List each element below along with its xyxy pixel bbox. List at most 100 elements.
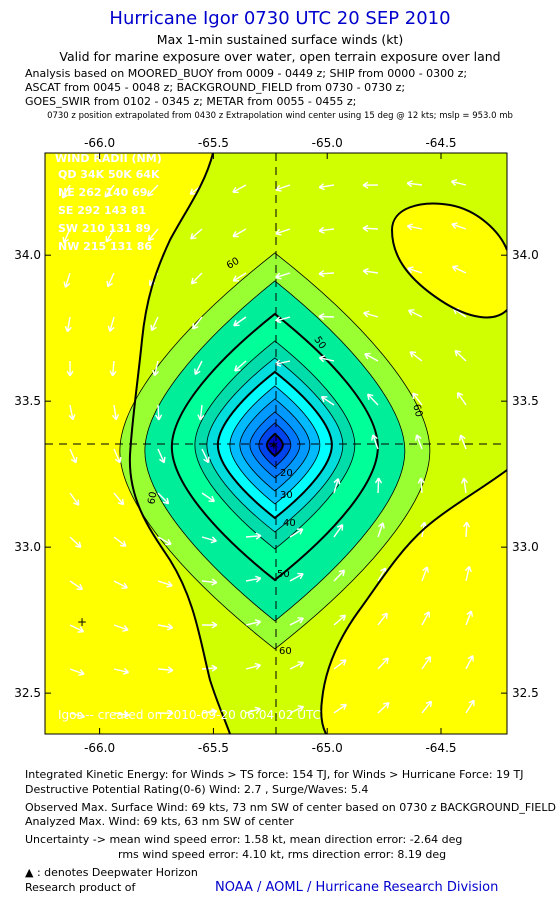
wind-radii-ne: NE 262 140 69 xyxy=(58,186,147,199)
chart-title: Hurricane Igor 0730 UTC 20 SEP 2010 xyxy=(109,8,451,29)
x-tick-label-bottom-0: -66.0 xyxy=(84,741,115,755)
uncertainty-line-2: rms wind speed error: 4.10 kt, rms direc… xyxy=(118,848,447,861)
wind-vector-77 xyxy=(320,396,335,406)
wind-vector-4 xyxy=(66,360,74,377)
contour-label-60-west: 60 xyxy=(146,491,159,505)
wind-vector-19 xyxy=(113,448,122,464)
wind-vector-91 xyxy=(374,477,383,494)
wind-vector-30 xyxy=(152,360,160,377)
wind-vector-57 xyxy=(245,532,262,540)
wind-vector-106 xyxy=(421,566,429,582)
wind-field-chart: Igor -- created on 2010-09-20 06:04:02 U… xyxy=(14,136,539,755)
wind-vector-79 xyxy=(333,524,344,538)
noaa-link[interactable]: NOAA / AOML / Hurricane Research Divisio… xyxy=(215,880,499,895)
wind-vector-73 xyxy=(318,226,335,234)
wind-vector-8 xyxy=(69,536,82,548)
wind-vector-32 xyxy=(157,448,166,464)
wind-radii-nw: NW 215 131 86 xyxy=(58,240,152,253)
wind-vector-103 xyxy=(414,434,423,450)
wind-vector-76 xyxy=(318,355,335,363)
wind-vector-17 xyxy=(109,360,117,377)
y-tick-label-left-1: 33.5 xyxy=(14,394,41,408)
wind-vector-87 xyxy=(363,310,379,318)
wind-vector-16 xyxy=(107,316,115,332)
wind-vector-116 xyxy=(458,434,467,450)
wind-radii-sw: SW 210 131 89 xyxy=(58,222,151,235)
analyzed-max-text: Analyzed Max. Wind: 69 kts, 63 nm SW of … xyxy=(25,815,294,828)
position-note: 0730 z position extrapolated from 0430 z… xyxy=(47,111,513,121)
watermark: Igor -- created on 2010-09-20 06:04:02 U… xyxy=(58,708,321,722)
wind-vector-101 xyxy=(409,351,423,362)
wind-vector-62 xyxy=(275,184,291,192)
wind-radii-header: QD 34K 50K 64K xyxy=(58,168,160,181)
analysis-line-2: ASCAT from 0045 - 0048 z; BACKGROUND_FIE… xyxy=(25,81,406,94)
y-tick-label-right-2: 33.0 xyxy=(512,540,539,554)
wind-vector-51 xyxy=(201,708,218,716)
wind-vector-80 xyxy=(333,569,346,582)
chart-subtitle-exposure: Valid for marine exposure over water, op… xyxy=(59,49,501,64)
wind-vector-71 xyxy=(289,705,305,714)
hurricane-symbol: ✶ xyxy=(268,438,280,454)
ike-text: Integrated Kinetic Energy: for Winds > T… xyxy=(25,768,524,781)
analysis-line-3: GOES_SWIR from 0102 - 0345 z; METAR from… xyxy=(25,95,357,108)
contour-64kt-southeast xyxy=(320,469,507,734)
wind-vector-112 xyxy=(451,265,467,274)
wind-vector-72 xyxy=(318,183,335,191)
wind-vector-90 xyxy=(371,434,379,450)
wind-vector-89 xyxy=(366,393,379,406)
contour-64kt-northeast xyxy=(391,202,507,319)
wind-vector-108 xyxy=(421,655,432,670)
wind-vector-2 xyxy=(63,272,71,288)
region-hurricane-force-northeast xyxy=(392,203,507,318)
dpr-text: Destructive Potential Rating(0-6) Wind: … xyxy=(25,783,369,796)
wind-vector-0 xyxy=(61,184,71,199)
wind-vector-67 xyxy=(289,528,304,538)
wind-vector-118 xyxy=(463,521,471,538)
wind-vector-33 xyxy=(157,492,170,505)
wind-vector-69 xyxy=(289,617,304,626)
wind-vector-24 xyxy=(113,667,130,675)
y-tick-label-right-3: 32.5 xyxy=(512,686,539,700)
wind-vector-104 xyxy=(417,477,425,494)
wind-vector-58 xyxy=(245,575,262,583)
wind-vector-88 xyxy=(364,352,379,362)
research-product-label: Research product of xyxy=(25,881,136,894)
contour-label-60-east: 60 xyxy=(410,403,424,418)
y-tick-label-left-3: 32.5 xyxy=(14,686,41,700)
wind-vector-12 xyxy=(69,712,85,720)
wind-vector-111 xyxy=(451,222,467,230)
region-hurricane-force-southeast xyxy=(321,470,507,734)
wind-vector-9 xyxy=(69,580,84,591)
x-tick-label-top-3: -64.5 xyxy=(425,136,456,150)
wind-vector-96 xyxy=(377,702,390,714)
wind-vector-84 xyxy=(362,181,379,189)
wind-vector-97 xyxy=(406,180,423,188)
wind-vector-11 xyxy=(69,668,85,676)
wind-vector-34 xyxy=(157,536,172,546)
wind-vector-22 xyxy=(113,580,128,589)
wind-vector-7 xyxy=(69,492,80,506)
wind-vector-109 xyxy=(421,700,433,714)
wind-vector-50 xyxy=(201,664,218,672)
wind-vector-49 xyxy=(201,621,218,629)
x-tick-label-bottom-3: -64.5 xyxy=(425,741,456,755)
wind-vector-68 xyxy=(289,572,304,582)
x-tick-label-bottom-1: -65.5 xyxy=(198,741,229,755)
wind-vector-20 xyxy=(113,492,125,506)
chart-subtitle: Max 1-min sustained surface winds (kt) xyxy=(156,32,404,47)
wind-vector-107 xyxy=(421,611,431,626)
wind-vector-29 xyxy=(150,316,159,332)
wind-vector-48 xyxy=(201,578,218,586)
wind-vector-26 xyxy=(147,184,159,197)
uncertainty-line-1: Uncertainty -> mean wind speed error: 1.… xyxy=(25,833,463,846)
wind-vector-40 xyxy=(190,228,203,240)
wind-vector-41 xyxy=(190,272,203,285)
wind-vector-14 xyxy=(105,228,115,243)
wind-vector-60 xyxy=(245,662,261,670)
deepwater-legend: ▲ : denotes Deepwater Horizon xyxy=(25,866,198,879)
deepwater-legend-text: : denotes Deepwater Horizon xyxy=(36,866,198,879)
wind-vector-46 xyxy=(201,492,216,503)
wind-vector-6 xyxy=(69,448,78,464)
triangle-icon: ▲ xyxy=(25,866,34,879)
wind-vector-36 xyxy=(157,623,174,631)
